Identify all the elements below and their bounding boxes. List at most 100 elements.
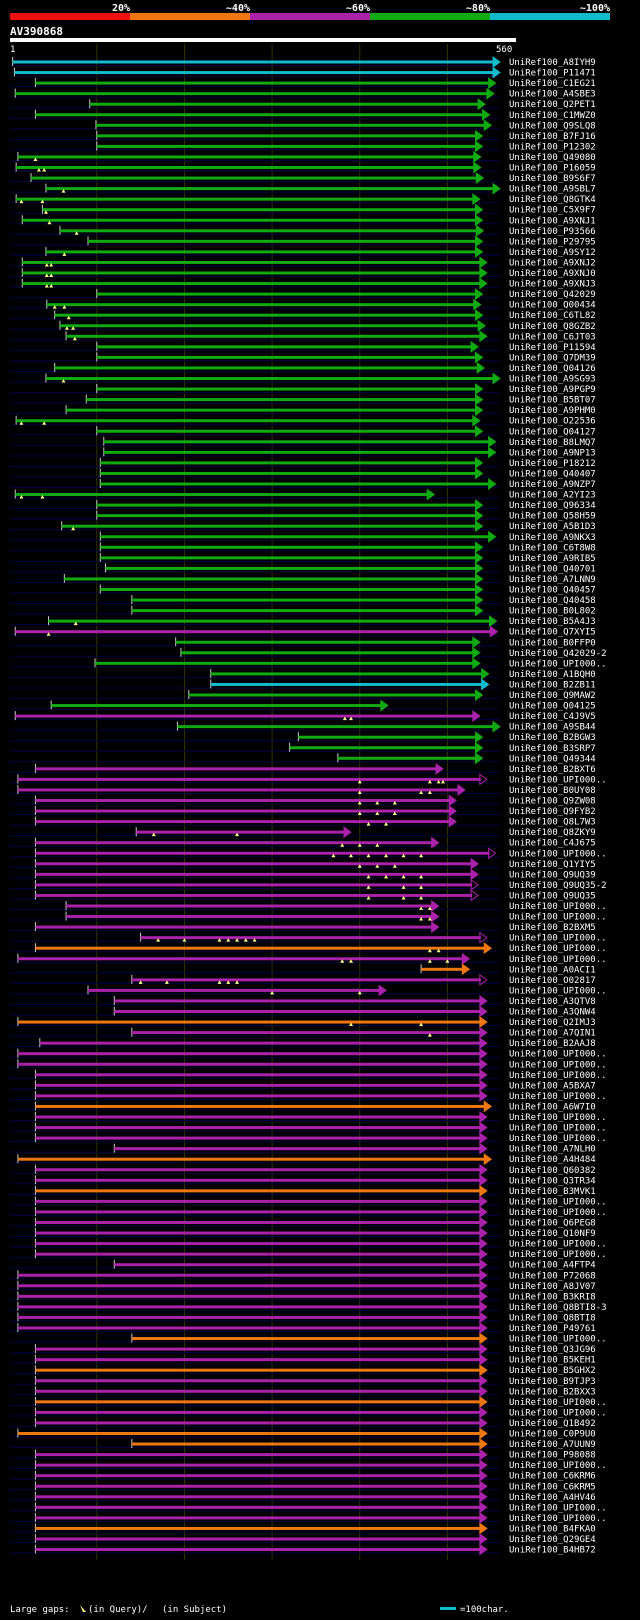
row-label[interactable]: UniRef100_A7NLH0	[509, 1145, 596, 1155]
row-label[interactable]: UniRef100_B5GHX2	[509, 1366, 596, 1376]
row-label[interactable]: UniRef100_A7LNN9	[509, 575, 596, 585]
row-label[interactable]: UniRef100_A8JV07	[509, 1282, 596, 1292]
row-label[interactable]: UniRef100_Q40701	[509, 564, 596, 574]
row-label[interactable]: UniRef100_UPI000..	[509, 1071, 607, 1081]
row-label[interactable]: UniRef100_A9SBL7	[509, 185, 596, 195]
row-label[interactable]: UniRef100_A4SBE3	[509, 90, 596, 100]
row-label[interactable]: UniRef100_B3SRP7	[509, 744, 596, 754]
row-label[interactable]: UniRef100_B3MVK1	[509, 1187, 596, 1197]
row-label[interactable]: UniRef100_B9TJP3	[509, 1377, 596, 1387]
row-label[interactable]: UniRef100_Q42029-2	[509, 649, 607, 659]
row-label[interactable]: UniRef100_Q7DM39	[509, 353, 596, 363]
row-label[interactable]: UniRef100_Q6PEG8	[509, 1219, 596, 1229]
row-label[interactable]: UniRef100_B5KEH1	[509, 1356, 596, 1366]
row-label[interactable]: UniRef100_A5B1D3	[509, 522, 596, 532]
row-label[interactable]: UniRef100_Q8BTI8	[509, 1313, 596, 1323]
row-label[interactable]: UniRef100_Q96334	[509, 501, 596, 511]
row-label[interactable]: UniRef100_UPI000..	[509, 934, 607, 944]
row-label[interactable]: UniRef100_Q04126	[509, 364, 596, 374]
row-label[interactable]: UniRef100_A5BXA7	[509, 1081, 596, 1091]
row-label[interactable]: UniRef100_Q8GTK4	[509, 195, 596, 205]
row-label[interactable]: UniRef100_Q3JG96	[509, 1345, 596, 1355]
row-label[interactable]: UniRef100_B9S6F7	[509, 174, 596, 184]
row-label[interactable]: UniRef100_Q40407	[509, 469, 596, 479]
row-label[interactable]: UniRef100_UPI000..	[509, 955, 607, 965]
row-label[interactable]: UniRef100_Q8L7W3	[509, 818, 596, 828]
row-label[interactable]: UniRef100_A4H484	[509, 1155, 596, 1165]
row-label[interactable]: UniRef100_UPI000..	[509, 944, 607, 954]
row-label[interactable]: UniRef100_UPI000..	[509, 1240, 607, 1250]
row-label[interactable]: UniRef100_A9NKX3	[509, 533, 596, 543]
row-label[interactable]: UniRef100_B2AAJ8	[509, 1039, 596, 1049]
row-label[interactable]: UniRef100_UPI000..	[509, 1113, 607, 1123]
row-label[interactable]: UniRef100_P29795	[509, 237, 596, 247]
row-label[interactable]: UniRef100_Q10NF9	[509, 1229, 596, 1239]
row-label[interactable]: UniRef100_C6KRM5	[509, 1482, 596, 1492]
row-label[interactable]: UniRef100_A1BQH0	[509, 670, 596, 680]
row-label[interactable]: UniRef100_Q49080	[509, 153, 596, 163]
row-label[interactable]: UniRef100_A9XNJ1	[509, 216, 596, 226]
row-label[interactable]: UniRef100_B3KRI8	[509, 1292, 596, 1302]
row-label[interactable]: UniRef100_B0FFP0	[509, 638, 596, 648]
row-label[interactable]: UniRef100_Q9UQ35	[509, 891, 596, 901]
row-label[interactable]: UniRef100_A3QNW4	[509, 1008, 596, 1018]
row-label[interactable]: UniRef100_Q7XYI5	[509, 628, 596, 638]
row-label[interactable]: UniRef100_UPI000..	[509, 1124, 607, 1134]
row-label[interactable]: UniRef100_B2ZB11	[509, 680, 596, 690]
row-label[interactable]: UniRef100_A9PGP9	[509, 385, 596, 395]
row-label[interactable]: UniRef100_Q40458	[509, 596, 596, 606]
row-label[interactable]: UniRef100_UPI000..	[509, 1197, 607, 1207]
row-label[interactable]: UniRef100_UPI000..	[509, 1398, 607, 1408]
row-label[interactable]: UniRef100_A9SY12	[509, 248, 596, 258]
row-label[interactable]: UniRef100_UPI000..	[509, 1050, 607, 1060]
row-label[interactable]: UniRef100_A9RIB5	[509, 554, 596, 564]
row-label[interactable]: UniRef100_Q1B492	[509, 1419, 596, 1429]
row-label[interactable]: UniRef100_UPI000..	[509, 1461, 607, 1471]
row-label[interactable]: UniRef100_Q9ZW08	[509, 797, 596, 807]
row-label[interactable]: UniRef100_Q9MAW2	[509, 691, 596, 701]
row-label[interactable]: UniRef100_Q8ZKY9	[509, 828, 596, 838]
row-label[interactable]: UniRef100_A6W7I0	[509, 1102, 596, 1112]
row-label[interactable]: UniRef100_B8LMQ7	[509, 438, 596, 448]
row-label[interactable]: UniRef100_Q04127	[509, 427, 596, 437]
row-label[interactable]: UniRef100_B0L802	[509, 607, 596, 617]
row-label[interactable]: UniRef100_P11594	[509, 343, 596, 353]
row-label[interactable]: UniRef100_A2YI23	[509, 491, 596, 501]
row-label[interactable]: UniRef100_P16059	[509, 164, 596, 174]
row-label[interactable]: UniRef100_P11471	[509, 69, 596, 79]
row-label[interactable]: UniRef100_C6TL82	[509, 311, 596, 321]
row-label[interactable]: UniRef100_A8IYH9	[509, 58, 596, 68]
row-label[interactable]: UniRef100_Q2IMJ3	[509, 1018, 596, 1028]
row-label[interactable]: UniRef100_B2BXX3	[509, 1387, 596, 1397]
row-label[interactable]: UniRef100_O02817	[509, 976, 596, 986]
row-label[interactable]: UniRef100_Q3TR34	[509, 1176, 596, 1186]
row-label[interactable]: UniRef100_UPI000..	[509, 1408, 607, 1418]
row-label[interactable]: UniRef100_P98088	[509, 1451, 596, 1461]
row-label[interactable]: UniRef100_UPI000..	[509, 1208, 607, 1218]
row-label[interactable]: UniRef100_UPI000..	[509, 1060, 607, 1070]
row-label[interactable]: UniRef100_B2BGW3	[509, 733, 596, 743]
row-label[interactable]: UniRef100_Q04125	[509, 702, 596, 712]
row-label[interactable]: UniRef100_B4HB72	[509, 1546, 596, 1556]
row-label[interactable]: UniRef100_A9SB44	[509, 723, 596, 733]
row-label[interactable]: UniRef100_C6JT03	[509, 332, 596, 342]
row-label[interactable]: UniRef100_Q40457	[509, 586, 596, 596]
row-label[interactable]: UniRef100_A9PHM0	[509, 406, 596, 416]
row-label[interactable]: UniRef100_A9NZP7	[509, 480, 596, 490]
row-label[interactable]: UniRef100_UPI000..	[509, 1503, 607, 1513]
row-label[interactable]: UniRef100_Q9SLQ8	[509, 121, 596, 131]
row-label[interactable]: UniRef100_Q2PET1	[509, 100, 596, 110]
row-label[interactable]: UniRef100_A0ACI1	[509, 965, 596, 975]
row-label[interactable]: UniRef100_A3QTV8	[509, 997, 596, 1007]
row-label[interactable]: UniRef100_A9NP13	[509, 448, 596, 458]
row-label[interactable]: UniRef100_B4FKA0	[509, 1524, 596, 1534]
row-label[interactable]: UniRef100_Q42029	[509, 290, 596, 300]
row-label[interactable]: UniRef100_C1MWZ0	[509, 111, 596, 121]
row-label[interactable]: UniRef100_UPI000..	[509, 659, 607, 669]
row-label[interactable]: UniRef100_B5A4J3	[509, 617, 596, 627]
row-label[interactable]: UniRef100_B0UY08	[509, 786, 596, 796]
row-label[interactable]: UniRef100_B5BT07	[509, 396, 596, 406]
row-label[interactable]: UniRef100_Q9UQ35-2	[509, 881, 607, 891]
row-label[interactable]: UniRef100_UPI000..	[509, 902, 607, 912]
row-label[interactable]: UniRef100_A4HV46	[509, 1493, 596, 1503]
